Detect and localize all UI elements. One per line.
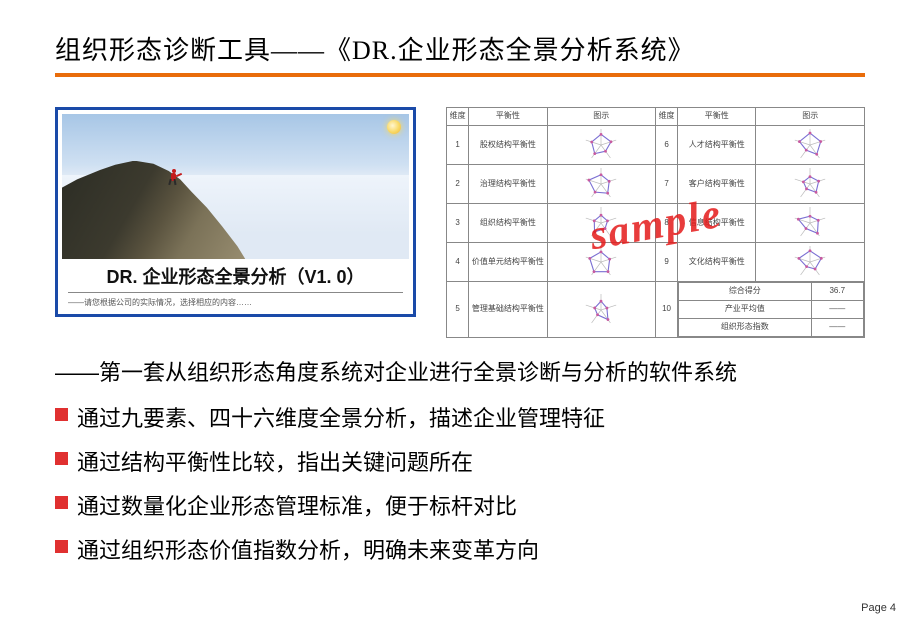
- row-index: 8: [656, 204, 678, 243]
- bullet-item: 通过结构平衡性比较，指出关键问题所在: [55, 445, 865, 477]
- summary-sub-label: 组织形态指数: [679, 319, 811, 337]
- table-row: 1股权结构平衡性 6人才结构平衡性: [447, 126, 865, 165]
- row-index: 7: [656, 165, 678, 204]
- table-row: 4价值单元结构平衡性 9文化结构平衡性: [447, 243, 865, 282]
- lead-line: ——第一套从组织形态角度系统对企业进行全景诊断与分析的软件系统: [55, 355, 865, 387]
- sun-icon: [387, 120, 401, 134]
- summary-sub-value: ——: [811, 301, 863, 319]
- body-text-block: ——第一套从组织形态角度系统对企业进行全景诊断与分析的软件系统 通过九要素、四十…: [55, 355, 865, 565]
- row-index: 5: [447, 282, 469, 338]
- row-label: 治理结构平衡性: [469, 165, 547, 204]
- radar-chart: [547, 126, 655, 165]
- row-index: 6: [656, 126, 678, 165]
- th: 维度: [656, 108, 678, 126]
- radar-chart: [547, 165, 655, 204]
- radar-chart: [756, 243, 865, 282]
- row-index: 4: [447, 243, 469, 282]
- row-label: 客户结构平衡性: [678, 165, 756, 204]
- row-label: 信息结构平衡性: [678, 204, 756, 243]
- summary-sub-label: 产业平均值: [679, 301, 811, 319]
- bullet-item: 通过数量化企业形态管理标准，便于标杆对比: [55, 489, 865, 521]
- radar-chart: [547, 243, 655, 282]
- product-cover-card: DR. 企业形态全景分析（V1. 0） ——请您根据公司的实际情况，选择相应的内…: [55, 107, 416, 317]
- title-underline: [55, 73, 865, 77]
- table-row: 3组织结构平衡性 8信息结构平衡性: [447, 204, 865, 243]
- radar-chart: [756, 204, 865, 243]
- page-title: 组织形态诊断工具——《DR.企业形态全景分析系统》: [55, 30, 865, 67]
- th: 图示: [547, 108, 655, 126]
- row-index: 1: [447, 126, 469, 165]
- table-head: 维度 平衡性 图示 维度 平衡性 图示: [447, 108, 865, 126]
- balance-table: 维度 平衡性 图示 维度 平衡性 图示 1股权结构平衡性6人才结构平衡性2治理结…: [446, 107, 865, 338]
- table-body: 1股权结构平衡性6人才结构平衡性2治理结构平衡性7客户结构平衡性3组织结构平衡性…: [447, 126, 865, 338]
- bullet-list: 通过九要素、四十六维度全景分析，描述企业管理特征通过结构平衡性比较，指出关键问题…: [55, 401, 865, 565]
- row-label: 组织结构平衡性: [469, 204, 547, 243]
- slide: 组织形态诊断工具——《DR.企业形态全景分析系统》 DR. 企业形态全景分析（V…: [0, 0, 920, 626]
- cover-caption-strip: DR. 企业形态全景分析（V1. 0） ——请您根据公司的实际情况，选择相应的内…: [62, 259, 409, 310]
- page-number: Page 4: [861, 602, 896, 614]
- summary-sub-value: ——: [811, 319, 863, 337]
- cover-subcaption: ——请您根据公司的实际情况，选择相应的内容……: [68, 297, 403, 308]
- row-index: 9: [656, 243, 678, 282]
- radar-chart: [547, 282, 655, 338]
- summary-subtable: 综合得分36.7产业平均值——组织形态指数——: [678, 282, 865, 338]
- radar-chart: [756, 165, 865, 204]
- figures-row: DR. 企业形态全景分析（V1. 0） ——请您根据公司的实际情况，选择相应的内…: [55, 107, 865, 317]
- bullet-item: 通过九要素、四十六维度全景分析，描述企业管理特征: [55, 401, 865, 433]
- row-label: 文化结构平衡性: [678, 243, 756, 282]
- summary-sub-label: 综合得分: [679, 283, 811, 301]
- cover-caption: DR. 企业形态全景分析（V1. 0）: [68, 263, 403, 289]
- sample-table-wrap: 维度 平衡性 图示 维度 平衡性 图示 1股权结构平衡性6人才结构平衡性2治理结…: [446, 107, 865, 317]
- row-index: 10: [656, 282, 678, 338]
- radar-chart: [547, 204, 655, 243]
- th: 图示: [756, 108, 865, 126]
- th: 维度: [447, 108, 469, 126]
- summary-sub-value: 36.7: [811, 283, 863, 301]
- table-summary-row: 5管理基础结构平衡性 10 综合得分36.7产业平均值——组织形态指数——: [447, 282, 865, 338]
- row-label: 股权结构平衡性: [469, 126, 547, 165]
- climber-icon: [166, 169, 184, 187]
- radar-chart: [756, 126, 865, 165]
- th: 平衡性: [469, 108, 547, 126]
- row-label: 价值单元结构平衡性: [469, 243, 547, 282]
- row-label: 人才结构平衡性: [678, 126, 756, 165]
- bullet-item: 通过组织形态价值指数分析，明确未来变革方向: [55, 533, 865, 565]
- row-index: 3: [447, 204, 469, 243]
- cover-hero-image: [62, 114, 409, 259]
- th: 平衡性: [678, 108, 756, 126]
- table-row: 2治理结构平衡性 7客户结构平衡性: [447, 165, 865, 204]
- row-index: 2: [447, 165, 469, 204]
- row-label: 管理基础结构平衡性: [469, 282, 547, 338]
- cover-separator: [68, 292, 403, 293]
